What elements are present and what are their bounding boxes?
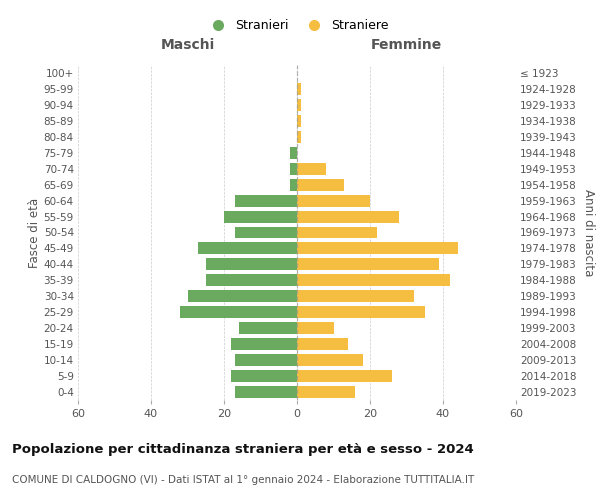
Bar xyxy=(232,370,297,382)
Bar xyxy=(206,258,297,270)
Bar xyxy=(297,162,326,174)
Bar xyxy=(290,147,297,158)
Bar xyxy=(232,338,297,350)
Bar xyxy=(224,210,297,222)
Bar xyxy=(235,354,297,366)
Bar xyxy=(297,290,414,302)
Bar xyxy=(206,274,297,286)
Bar xyxy=(297,274,450,286)
Bar xyxy=(297,83,301,95)
Bar xyxy=(180,306,297,318)
Bar xyxy=(290,178,297,190)
Y-axis label: Fasce di età: Fasce di età xyxy=(28,198,41,268)
Bar xyxy=(297,258,439,270)
Text: Maschi: Maschi xyxy=(160,38,215,52)
Bar xyxy=(235,194,297,206)
Bar xyxy=(239,322,297,334)
Bar xyxy=(297,386,355,398)
Bar xyxy=(297,338,348,350)
Legend: Stranieri, Straniere: Stranieri, Straniere xyxy=(200,14,394,38)
Bar xyxy=(235,386,297,398)
Bar xyxy=(297,354,362,366)
Y-axis label: Anni di nascita: Anni di nascita xyxy=(583,189,595,276)
Bar xyxy=(297,226,377,238)
Bar xyxy=(297,210,399,222)
Bar xyxy=(187,290,297,302)
Bar xyxy=(297,115,301,127)
Bar xyxy=(297,194,370,206)
Bar xyxy=(297,306,425,318)
Bar xyxy=(297,131,301,143)
Bar xyxy=(297,322,334,334)
Text: COMUNE DI CALDOGNO (VI) - Dati ISTAT al 1° gennaio 2024 - Elaborazione TUTTITALI: COMUNE DI CALDOGNO (VI) - Dati ISTAT al … xyxy=(12,475,474,485)
Bar xyxy=(297,370,392,382)
Text: Popolazione per cittadinanza straniera per età e sesso - 2024: Popolazione per cittadinanza straniera p… xyxy=(12,442,474,456)
Bar xyxy=(290,162,297,174)
Bar xyxy=(297,99,301,111)
Bar xyxy=(235,226,297,238)
Bar xyxy=(199,242,297,254)
Text: Femmine: Femmine xyxy=(371,38,442,52)
Bar xyxy=(297,178,344,190)
Bar xyxy=(297,242,458,254)
